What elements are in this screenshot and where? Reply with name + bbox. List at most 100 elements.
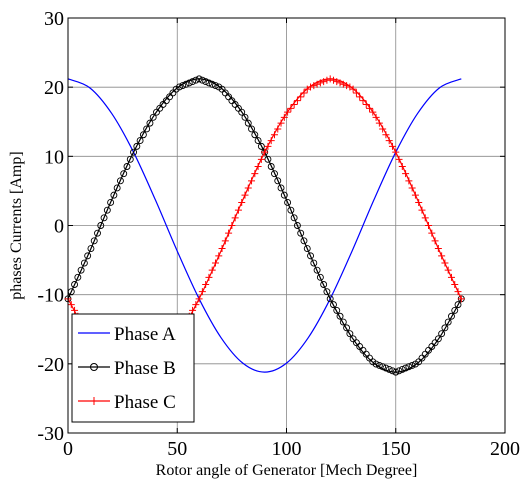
marker-plus [441,259,449,267]
marker-plus [382,131,390,139]
marker-circle [139,131,147,139]
marker-circle [434,335,442,343]
marker-circle [389,367,396,375]
marker-circle [244,119,252,127]
marker-plus [254,163,262,171]
x-tick-label: 0 [63,438,73,460]
marker-circle [267,163,275,170]
marker-circle [277,184,285,192]
marker-plus [349,85,357,93]
marker-circle [208,80,216,88]
marker-plus [339,80,347,88]
marker-circle [103,206,111,214]
marker-plus [241,191,249,199]
marker-plus [372,113,380,121]
marker-plus [251,170,259,178]
x-tick-label: 150 [381,438,411,460]
marker-plus [257,155,265,163]
marker-plus [428,229,436,237]
marker-circle [241,113,249,121]
marker-circle [107,199,115,206]
marker-circle [303,245,311,252]
marker-plus [333,78,341,86]
marker-circle [146,119,154,127]
marker-plus [402,170,410,178]
marker-circle [120,170,128,178]
axis-ticks: 0 50 100 150 200 -30 -20 -10 0 10 20 30 [37,8,520,460]
marker-circle [175,83,183,91]
marker-circle [310,259,318,267]
legend: Phase A Phase B Phase C [71,313,195,423]
marker-circle [408,361,416,369]
marker-circle [441,324,449,332]
legend-box [71,313,195,423]
legend-label-phase-b: Phase B [114,358,176,379]
marker-circle [238,108,246,116]
marker-plus [454,288,462,296]
marker-circle [330,301,337,309]
x-tick-label: 200 [490,438,520,460]
grid [67,17,506,434]
marker-plus [447,273,455,281]
marker-plus [218,245,226,253]
marker-circle [405,363,413,371]
marker-plus [425,222,433,229]
marker-circle [326,295,334,303]
marker-plus [208,266,216,274]
marker-circle [395,367,403,375]
marker-circle [297,229,305,237]
marker-plus [205,273,213,281]
marker-circle [74,273,82,281]
marker-plus [451,280,459,288]
marker-plus [352,89,360,97]
marker-plus [366,104,374,112]
marker-circle [185,79,193,87]
legend-marker-phase-b [90,363,98,371]
marker-plus [244,184,252,192]
y-axis-label: phases Currents [Amp] [8,151,25,299]
marker-plus [307,83,315,91]
marker-circle [87,245,95,252]
marker-plus [385,137,393,145]
marker-circle [346,330,354,338]
marker-plus [313,80,321,88]
marker-circle [71,281,79,288]
marker-plus [215,252,223,260]
marker-circle [205,79,213,87]
marker-circle [392,368,400,376]
x-tick-label: 100 [272,438,302,460]
marker-plus [300,89,308,97]
marker-circle [313,266,321,274]
marker-circle [257,142,265,150]
marker-circle [251,131,259,139]
y-tick-label: 10 [44,146,64,168]
marker-circle [94,229,101,237]
marker-circle [398,365,406,373]
marker-plus [326,75,334,83]
marker-plus [356,93,364,101]
marker-circle [316,273,324,281]
marker-plus [369,108,377,116]
marker-plus [189,306,197,314]
marker-plus [264,142,272,150]
legend-marker-phase-c [90,397,98,405]
marker-circle [379,363,387,371]
marker-plus [274,125,282,133]
marker-circle [136,137,144,145]
marker-circle [212,82,219,90]
marker-plus [261,148,269,156]
marker-plus [375,119,383,127]
marker-plus [434,245,442,253]
marker-circle [248,125,255,133]
marker-plus [395,155,403,163]
marker-circle [97,222,105,229]
marker-plus [231,214,239,222]
marker-plus [202,280,210,288]
marker-circle [451,306,459,314]
marker-circle [287,206,295,214]
marker-plus [379,125,387,133]
marker-circle [307,252,314,260]
marker-circle [254,137,262,145]
marker-plus [238,198,246,206]
